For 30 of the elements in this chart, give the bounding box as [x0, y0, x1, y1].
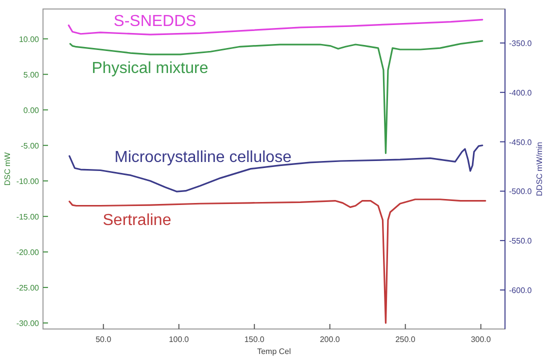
x-tick-label: 200.0: [320, 335, 340, 344]
x-tick-label: 300.0: [470, 335, 492, 344]
x-tick-label: 250.0: [395, 335, 416, 344]
y2-axis-title: DDSC mW/min: [535, 142, 544, 196]
y-tick-label: -15.00: [16, 212, 40, 222]
series-label: S-SNEDDS: [114, 13, 196, 30]
y-tick-label: 0.00: [23, 106, 40, 115]
y-tick-label: -20.00: [16, 248, 40, 257]
line-series: [68, 144, 484, 192]
y-tick-label: 5.00: [23, 70, 40, 80]
series-label: Microcrystalline cellulose: [114, 149, 292, 166]
y-tick-label: -25.00: [16, 283, 40, 292]
y-tick-label: 10.00: [18, 34, 40, 44]
y-axis-title: DSC mW: [3, 152, 12, 186]
y2-tick-label: -400.0: [509, 88, 532, 98]
y2-tick-label: -450.0: [509, 138, 532, 147]
y2-tick-label: -600.0: [509, 286, 532, 295]
series-label: Physical mixture: [92, 60, 208, 77]
series-label: Sertraline: [102, 212, 172, 229]
y2-tick-label: -500.0: [509, 187, 532, 196]
y-tick-label: -10.00: [16, 176, 40, 186]
x-tick-label: 50.0: [96, 335, 112, 344]
y-tick-label: -5.00: [20, 141, 40, 150]
y2-tick-label: -550.0: [509, 236, 532, 246]
line-series: [68, 198, 486, 324]
x-tick-label: 150.0: [244, 335, 265, 344]
y2-tick-label: -350.0: [509, 38, 532, 48]
x-axis-title: Temp Cel: [257, 347, 292, 356]
y-tick-label: -30.00: [16, 318, 40, 328]
x-tick-label: 100.0: [168, 335, 190, 344]
